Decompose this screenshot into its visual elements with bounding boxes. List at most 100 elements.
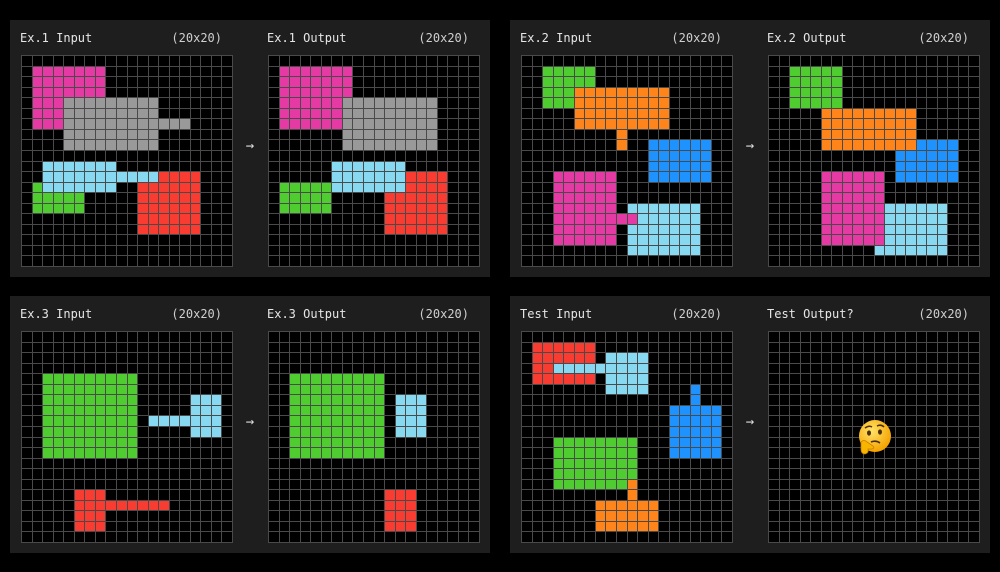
grid-cell (374, 140, 385, 150)
grid-cell (363, 245, 374, 256)
grid-cell (148, 437, 159, 448)
grid-cell (564, 150, 574, 161)
grid-cell (311, 332, 321, 342)
grid-cell (680, 384, 690, 395)
grid-cell (53, 374, 64, 384)
grid-cell (958, 98, 969, 108)
grid-cell (43, 56, 53, 66)
grid-cell (779, 245, 790, 256)
grid-cell (779, 140, 790, 150)
grid-cell (722, 469, 732, 479)
grid-cell (148, 532, 159, 542)
grid-cell (469, 214, 479, 224)
grid-cell (290, 108, 300, 119)
grid-cell (180, 108, 190, 119)
grid-cell (363, 108, 374, 119)
grid-cell (448, 245, 458, 256)
grid-cell (553, 182, 564, 193)
grid-cell (690, 56, 701, 66)
grid-cell (448, 426, 458, 437)
grid-cell (616, 532, 627, 542)
grid-cell (927, 214, 937, 224)
grid-cell (269, 448, 279, 458)
grid-cell (680, 203, 690, 214)
grid-cell (385, 458, 395, 469)
grid-cell (353, 119, 363, 129)
grid-cell (948, 374, 958, 384)
grid-cell (564, 66, 574, 77)
input-pane: Ex.1 Input (20x20) (10, 20, 233, 277)
grid-cell (532, 532, 543, 542)
grid-cell (680, 235, 690, 245)
grid-cell (332, 490, 342, 500)
grid-cell (769, 108, 779, 119)
grid-cell (680, 193, 690, 203)
grid-cell (969, 172, 979, 182)
grid-cell (885, 129, 895, 140)
grid-cell (106, 182, 116, 193)
grid-cell (616, 437, 627, 448)
grid-cell (895, 342, 906, 353)
grid-cell (606, 140, 616, 150)
grid-cell (311, 448, 321, 458)
grid-cell (853, 363, 863, 374)
grid-cell (427, 426, 437, 437)
grid-cell (701, 342, 711, 353)
grid-cell (606, 426, 616, 437)
grid-cell (648, 77, 659, 87)
grid-cell (969, 384, 979, 395)
grid-cell (885, 374, 895, 384)
grid-cell (574, 353, 585, 363)
grid-cell (127, 384, 138, 395)
grid-cell (106, 374, 116, 384)
grid-cell (64, 98, 74, 108)
grid-cell (416, 405, 427, 416)
grid-cell (606, 108, 616, 119)
grid-cell (448, 448, 458, 458)
grid-cell (22, 521, 32, 532)
grid-cell (821, 245, 832, 256)
grid-cell (616, 77, 627, 87)
grid-cell (290, 490, 300, 500)
grid-cell (863, 98, 874, 108)
grid-cell (279, 150, 290, 161)
grid-cell (300, 235, 311, 245)
grid-cell (127, 353, 138, 363)
grid-cell (616, 416, 627, 426)
grid-cell (821, 342, 832, 353)
grid-cell (416, 353, 427, 363)
grid-cell (116, 150, 127, 161)
grid-cell (32, 256, 43, 266)
grid-cell (669, 353, 680, 363)
grid-cell (353, 161, 363, 172)
grid-cell (321, 521, 332, 532)
grid-cell (821, 448, 832, 458)
grid-cell (680, 214, 690, 224)
grid-cell (332, 353, 342, 363)
grid-cell (659, 256, 669, 266)
grid-cell (469, 437, 479, 448)
grid-cell (958, 363, 969, 374)
grid-cell (222, 448, 232, 458)
grid-cell (532, 395, 543, 405)
grid-cell (842, 172, 853, 182)
grid-cell (627, 203, 638, 214)
grid-cell (64, 150, 74, 161)
grid-cell (948, 203, 958, 214)
grid-cell (522, 363, 532, 374)
grid-cell (290, 224, 300, 235)
grid-cell (543, 479, 553, 490)
grid-cell (606, 214, 616, 224)
grid-cell (916, 214, 927, 224)
grid-cell (690, 490, 701, 500)
grid-cell (574, 437, 585, 448)
grid-cell (906, 161, 916, 172)
grid-cell (32, 66, 43, 77)
grid-cell (659, 448, 669, 458)
grid-cell (53, 437, 64, 448)
grid-cell (906, 353, 916, 363)
grid-cell (680, 532, 690, 542)
grid-cell (969, 405, 979, 416)
grid-cell (779, 66, 790, 77)
grid-cell (669, 479, 680, 490)
